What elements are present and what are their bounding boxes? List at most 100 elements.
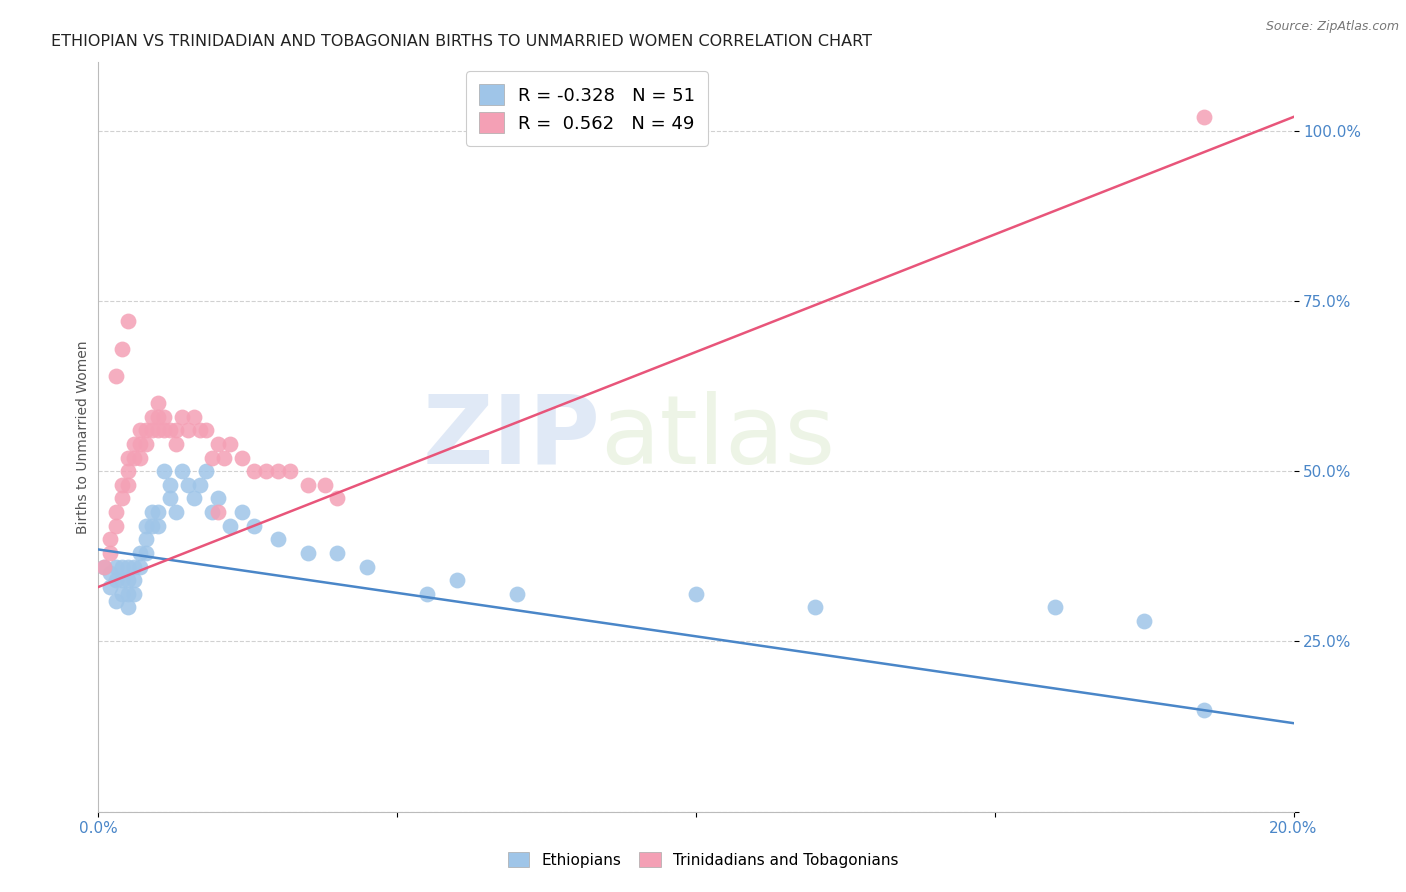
Point	[93, 559, 115, 574]
Point	[98, 566, 122, 581]
Point	[165, 423, 187, 437]
Point	[231, 505, 253, 519]
Point	[153, 409, 176, 424]
Point	[188, 423, 211, 437]
Point	[124, 559, 146, 574]
Point	[201, 505, 224, 519]
Point	[326, 491, 349, 506]
Legend: Ethiopians, Trinidadians and Tobagonians: Ethiopians, Trinidadians and Tobagonians	[502, 846, 904, 873]
Point	[207, 505, 229, 519]
Point	[105, 368, 128, 383]
Point	[195, 464, 218, 478]
Point	[416, 587, 439, 601]
Point	[159, 491, 181, 506]
Point	[148, 409, 170, 424]
Point	[135, 423, 157, 437]
Point	[195, 423, 218, 437]
Point	[105, 518, 128, 533]
Point	[207, 491, 229, 506]
Point	[117, 600, 139, 615]
Point	[201, 450, 224, 465]
Point	[129, 450, 152, 465]
Point	[117, 314, 139, 328]
Point	[105, 505, 128, 519]
Point	[117, 450, 139, 465]
Point	[135, 533, 157, 547]
Point	[297, 546, 319, 560]
Point	[165, 437, 187, 451]
Point	[117, 559, 139, 574]
Point	[326, 546, 349, 560]
Point	[124, 437, 146, 451]
Point	[111, 477, 134, 491]
Point	[172, 464, 194, 478]
Point	[111, 491, 134, 506]
Point	[111, 559, 134, 574]
Point	[165, 505, 187, 519]
Point	[105, 573, 128, 587]
Point	[315, 477, 337, 491]
Point	[177, 423, 200, 437]
Point	[141, 505, 163, 519]
Point	[141, 423, 163, 437]
Point	[804, 600, 827, 615]
Point	[141, 518, 163, 533]
Point	[129, 423, 152, 437]
Point	[153, 423, 176, 437]
Point	[148, 423, 170, 437]
Point	[135, 518, 157, 533]
Point	[148, 396, 170, 410]
Point	[153, 464, 176, 478]
Point	[243, 464, 266, 478]
Point	[117, 464, 139, 478]
Text: ETHIOPIAN VS TRINIDADIAN AND TOBAGONIAN BIRTHS TO UNMARRIED WOMEN CORRELATION CH: ETHIOPIAN VS TRINIDADIAN AND TOBAGONIAN …	[51, 34, 872, 49]
Point	[98, 546, 122, 560]
Point	[105, 559, 128, 574]
Point	[135, 546, 157, 560]
Point	[172, 409, 194, 424]
Point	[278, 464, 301, 478]
Point	[297, 477, 319, 491]
Point	[267, 533, 290, 547]
Text: ZIP: ZIP	[422, 391, 600, 483]
Point	[1192, 110, 1215, 124]
Point	[117, 587, 139, 601]
Point	[177, 477, 200, 491]
Point	[685, 587, 707, 601]
Point	[117, 477, 139, 491]
Point	[124, 587, 146, 601]
Point	[141, 409, 163, 424]
Point	[93, 559, 115, 574]
Point	[124, 450, 146, 465]
Point	[219, 437, 242, 451]
Point	[188, 477, 211, 491]
Point	[135, 437, 157, 451]
Point	[124, 573, 146, 587]
Point	[356, 559, 378, 574]
Point	[159, 423, 181, 437]
Point	[1133, 614, 1156, 628]
Y-axis label: Births to Unmarried Women: Births to Unmarried Women	[76, 341, 90, 533]
Point	[105, 593, 128, 607]
Point	[129, 546, 152, 560]
Point	[98, 533, 122, 547]
Point	[98, 580, 122, 594]
Point	[231, 450, 253, 465]
Point	[267, 464, 290, 478]
Point	[207, 437, 229, 451]
Point	[129, 559, 152, 574]
Point	[111, 573, 134, 587]
Point	[243, 518, 266, 533]
Point	[219, 518, 242, 533]
Point	[1192, 702, 1215, 716]
Point	[446, 573, 468, 587]
Legend: R = -0.328   N = 51, R =  0.562   N = 49: R = -0.328 N = 51, R = 0.562 N = 49	[465, 71, 709, 145]
Point	[148, 518, 170, 533]
Point	[254, 464, 277, 478]
Text: atlas: atlas	[600, 391, 835, 483]
Point	[183, 409, 205, 424]
Point	[212, 450, 235, 465]
Point	[111, 587, 134, 601]
Point	[148, 505, 170, 519]
Point	[159, 477, 181, 491]
